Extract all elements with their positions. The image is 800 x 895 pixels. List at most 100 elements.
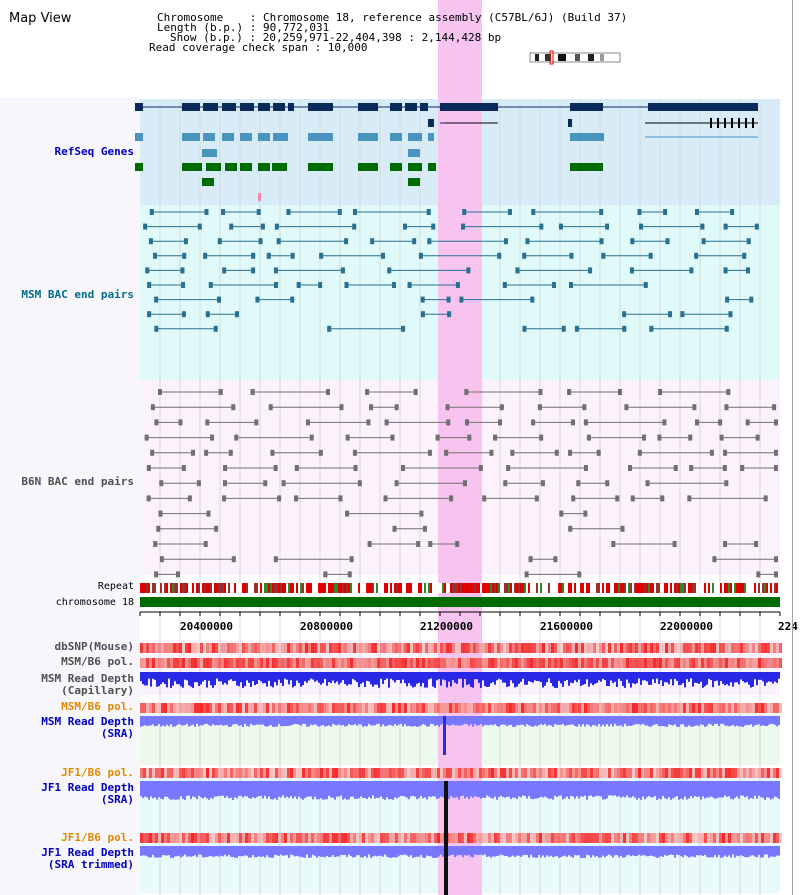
jf1-b6-pol-strip [533,768,536,778]
jf1-depth-trimmed-bar [648,846,650,857]
track-label-msm-depth-capillary[interactable]: MSM Read Depth (Capillary) [41,672,134,697]
track-label-dbsnp[interactable]: dbSNP(Mouse) [54,640,134,653]
refseq-gene-exon [240,133,252,141]
track-label-jf1-b6-pol-2[interactable]: JF1/B6 pol. [61,831,134,844]
jf1-b6-pol-strip [503,768,506,778]
dbsnp-strip [419,643,422,653]
msm-depth-sra-bar [358,716,360,725]
jf1-depth-trimmed-bar [624,846,626,858]
jf1-b6-pol-strip [722,833,725,843]
jf1-depth-trimmed-bar [676,846,678,855]
track-label-jf1-depth-sra[interactable]: JF1 Read Depth (SRA) [41,781,134,806]
msm-b6-pol-strip [566,703,569,713]
msm-depth-capillary-bar [634,672,636,685]
jf1-b6-pol-strip [755,833,758,843]
msm-depth-sra-bar [776,716,778,727]
jf1-depth-sra-bar [204,781,206,797]
msm-b6-pol-strip [605,658,608,668]
track-label-msm-depth-sra[interactable]: MSM Read Depth (SRA) [41,715,134,740]
msm-depth-capillary-bar [192,672,194,688]
jf1-depth-trimmed-bar [348,846,350,855]
msm-depth-sra-bar [140,716,142,727]
repeat-mark [246,583,248,593]
jf1-depth-trimmed-bar [238,846,240,856]
repeat-mark [552,583,554,593]
jf1-b6-pol-strip [410,768,413,778]
repeat-mark [754,583,756,593]
msm-b6-pol-strip [620,658,623,668]
repeat-mark [538,583,540,593]
msm-bac-pair [274,282,279,288]
repeat-mark [328,583,330,593]
jf1-b6-pol-strip [587,768,590,778]
jf1-depth-trimmed-bar [658,846,660,858]
jf1-depth-trimmed-bar [522,846,524,856]
repeat-mark [580,583,582,593]
jf1-depth-trimmed-bar [774,846,776,857]
msm-bac-pair [418,252,423,259]
msm-b6-pol-strip [419,703,422,713]
msm-b6-pol-strip [476,703,479,713]
dbsnp-strip [275,643,278,653]
msm-b6-pol-strip [446,658,449,668]
msm-b6-pol-strip [299,703,302,713]
b6n-bac-pair [662,419,667,426]
jf1-b6-pol-strip [158,833,161,843]
jf1-depth-sra-bar [392,781,394,800]
jf1-depth-trimmed-bar [218,846,220,857]
jf1-depth-trimmed-bar [224,846,226,855]
jf1-depth-sra-bar [220,781,222,796]
msm-b6-pol-strip [461,703,464,713]
msm-depth-capillary-bar [608,672,610,687]
msm-depth-sra-bar [232,716,234,725]
msm-bac-pair [229,223,234,230]
msm-depth-capillary-bar [498,672,500,679]
track-label-refseq[interactable]: RefSeq Genes [54,145,134,158]
b6n-bac-pair [154,571,159,578]
jf1-depth-sra-bar [224,781,226,798]
repeat-mark [456,583,458,593]
jf1-depth-sra-bar [286,781,288,797]
jf1-depth-sra-bar [564,781,566,799]
msm-b6-pol-strip [317,703,320,713]
msm-depth-sra-bar [712,716,714,726]
jf1-b6-pol-strip [143,768,146,778]
dbsnp-strip [302,643,305,653]
dbsnp-strip [344,643,347,653]
msm-b6-pol-strip [746,658,749,668]
repeat-mark [140,583,142,593]
msm-depth-capillary-bar [162,672,164,683]
msm-b6-pol-strip [530,703,533,713]
jf1-b6-pol-strip [617,768,620,778]
dbsnp-strip [488,643,491,653]
dbsnp-strip [386,643,389,653]
msm-bac-pair [649,325,654,332]
track-label-msm-b6-pol-2[interactable]: MSM/B6 pol. [61,700,134,713]
repeat-mark [634,583,636,593]
track-label-jf1-b6-pol-1[interactable]: JF1/B6 pol. [61,766,134,779]
jf1-depth-sra-bar [358,781,360,799]
msm-depth-sra-bar [522,716,524,725]
msm-b6-pol-strip [455,703,458,713]
msm-b6-pol-strip [767,703,770,713]
jf1-depth-sra-bar [314,781,316,797]
dbsnp-strip [254,643,257,653]
dbsnp-strip [623,643,626,653]
jf1-depth-sra-bar [140,781,142,797]
msm-bac-pair [601,252,606,259]
track-label-msm-b6-pol-1[interactable]: MSM/B6 pol. [61,655,134,668]
dbsnp-strip [326,643,329,653]
track-label-jf1-depth-trimmed[interactable]: JF1 Read Depth (SRA trimmed) [41,846,134,871]
msm-b6-pol-strip [671,658,674,668]
track-label-b6n-bac[interactable]: B6N BAC end pairs [21,475,134,488]
msm-depth-capillary-bar [708,672,710,679]
msm-depth-sra-bar [410,716,412,727]
repeat-mark [584,583,586,593]
track-label-msm-bac[interactable]: MSM BAC end pairs [21,288,134,301]
jf1-b6-pol-strip [407,768,410,778]
msm-depth-capillary-bar [230,672,232,680]
b6n-bac-pair [446,419,451,426]
jf1-depth-trimmed-bar [178,846,180,856]
jf1-depth-sra-bar [628,781,630,798]
